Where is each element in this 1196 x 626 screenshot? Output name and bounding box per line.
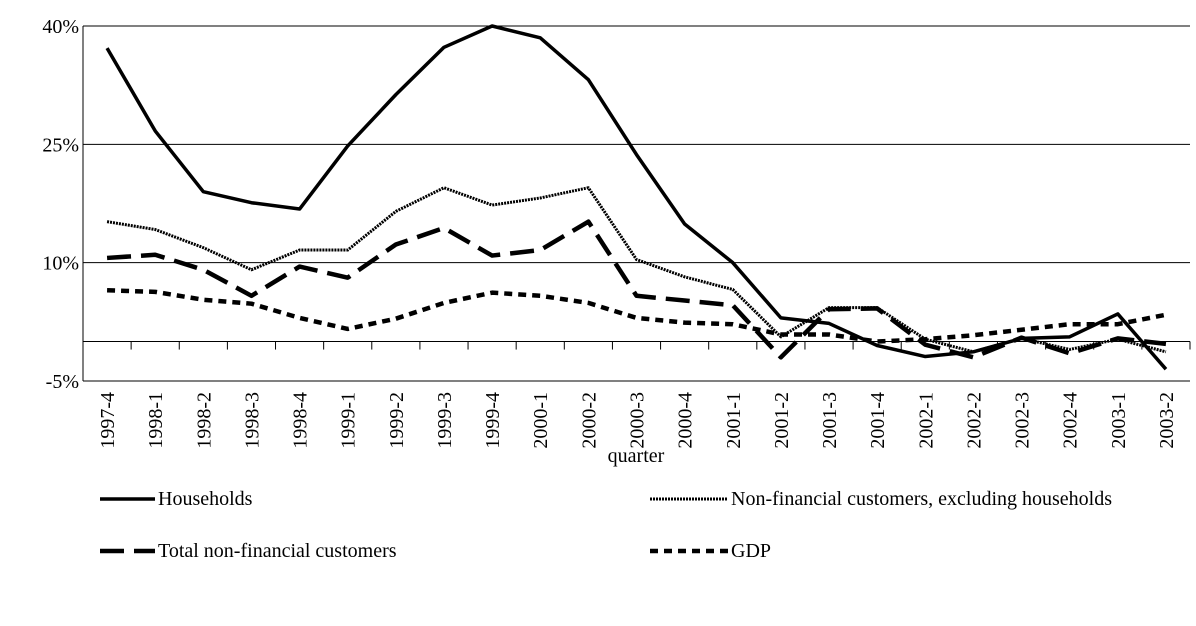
x-tick-label: 2002-1 xyxy=(915,392,937,449)
y-tick-label: 25% xyxy=(42,134,79,156)
x-tick-label: 2002-3 xyxy=(1012,392,1034,449)
legend-label: Households xyxy=(158,488,253,510)
x-tick-label: 1999-1 xyxy=(338,392,360,449)
x-tick-label: 1999-2 xyxy=(386,392,408,449)
series-line xyxy=(106,219,1167,360)
x-tick-label: 2000-3 xyxy=(627,392,649,449)
x-tick-label: 2001-1 xyxy=(723,392,745,449)
x-tick-label: 1998-4 xyxy=(290,392,312,449)
x-tick-label: 2000-2 xyxy=(578,392,600,449)
x-tick-label: 2001-4 xyxy=(867,392,889,449)
y-tick-label: 10% xyxy=(42,253,79,275)
x-tick-label: 1998-1 xyxy=(145,392,167,449)
legend-label: Total non-financial customers xyxy=(158,540,397,562)
x-tick-label: 2002-2 xyxy=(963,392,985,449)
x-axis-label: quarter xyxy=(608,445,665,467)
x-tick-label: 2000-4 xyxy=(675,392,697,449)
x-tick-label: 2001-3 xyxy=(819,392,841,449)
y-tick-label: -5% xyxy=(46,371,79,393)
x-tick-label: 1998-2 xyxy=(193,392,215,449)
series-line xyxy=(106,288,1167,344)
x-tick-label: 2003-2 xyxy=(1156,392,1178,449)
x-tick-label: 2002-4 xyxy=(1060,392,1082,449)
x-tick-label: 1999-4 xyxy=(482,392,504,449)
x-tick-label: 2003-1 xyxy=(1108,392,1130,449)
x-tick-label: 1997-4 xyxy=(97,392,119,449)
y-tick-label: 40% xyxy=(42,16,79,38)
x-tick-label: 2001-2 xyxy=(771,392,793,449)
x-tick-label: 1998-3 xyxy=(241,392,263,449)
legend-label: GDP xyxy=(731,540,771,562)
x-tick-label: 2000-1 xyxy=(530,392,552,449)
series-line xyxy=(106,186,1167,354)
legend-label: Non-financial customers, excluding house… xyxy=(731,488,1112,510)
series-line xyxy=(105,24,1168,371)
x-tick-label: 1999-3 xyxy=(434,392,456,449)
